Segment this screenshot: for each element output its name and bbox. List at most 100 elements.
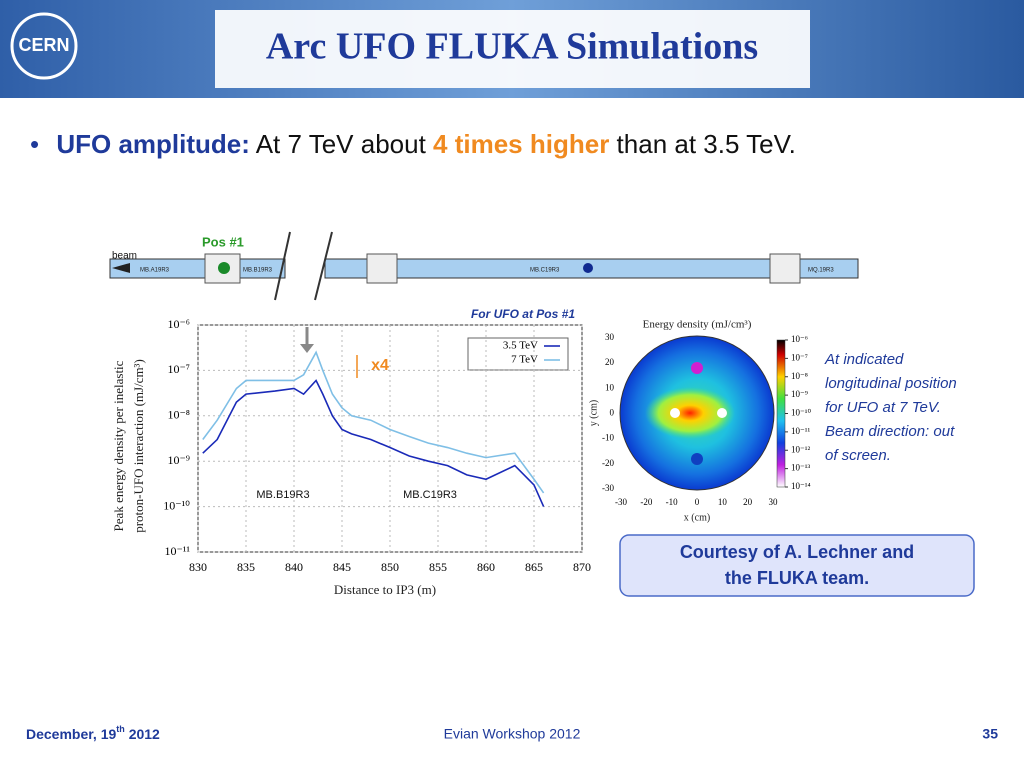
heatmap-y-tick: 10 (605, 382, 615, 392)
y-tick-label: 10⁻⁸ (167, 408, 190, 422)
logo: CERN (18, 35, 69, 55)
x-tick-label: 855 (429, 560, 447, 574)
colorbar-tick-label: 10⁻⁶ (791, 334, 808, 344)
y-tick-label: 10⁻⁶ (167, 317, 190, 331)
element-label: MQ.19R3 (808, 268, 834, 274)
heatmap-title: Energy density (mJ/cm³) (643, 319, 752, 331)
heatmap-spot (670, 408, 680, 418)
x-tick-label: 830 (189, 560, 207, 574)
x-tick-label: 850 (381, 560, 399, 574)
y-tick-label: 10⁻¹¹ (164, 544, 190, 558)
note-line: of screen. (825, 447, 891, 464)
colorbar-tick-label: 10⁻⁸ (791, 371, 808, 381)
heatmap-core (645, 387, 735, 439)
courtesy: Courtesy of A. Lechner and the FLUKA team… (680, 542, 914, 588)
x-tick-label: 845 (333, 560, 351, 574)
colorbar-tick-label: 10⁻¹⁴ (791, 481, 811, 491)
heatmap-spot (717, 408, 727, 418)
bullet-label: UFO amplitude: (56, 129, 250, 159)
colorbar-tick-label: 10⁻¹⁰ (791, 408, 811, 418)
heatmap-y-tick: -20 (602, 458, 614, 468)
x-axis-title: Distance to IP3 (m) (334, 582, 436, 597)
element-label: MB.B19R3 (243, 268, 273, 274)
annotation: MB.B19R3 (256, 489, 309, 501)
heatmap-x-tick: 10 (718, 497, 728, 507)
note-line: At indicated (824, 351, 904, 368)
courtesy-box (619, 534, 975, 597)
beam-pipe (109, 258, 286, 279)
date-year: 2012 (129, 726, 160, 742)
legend-label: 3.5 TeV (503, 340, 538, 352)
note: At indicated longitudinal position for UFO… (824, 351, 957, 464)
footer-date: December, 19th 2012 (26, 721, 160, 742)
heatmap-y-tick: 30 (605, 332, 615, 342)
note-line: for UFO at 7 TeV. (825, 399, 941, 416)
colorbar-tick-label: 10⁻¹² (791, 444, 810, 454)
y-axis-title: proton-UFO interaction (mJ/cm³) (131, 359, 146, 533)
heatmap-y-tick: 20 (605, 357, 615, 367)
heatmap-y-tick: -30 (602, 483, 614, 493)
x-tick-label: 860 (477, 560, 495, 574)
legend-box (467, 337, 569, 371)
y-tick-label: 10⁻⁹ (167, 453, 190, 467)
bullet-highlight: 4 times higher (433, 129, 609, 159)
colorbar (776, 339, 786, 488)
element-label: MB.A19R3 (140, 268, 170, 274)
page-number: 35 (982, 726, 998, 742)
pos-marker (583, 263, 593, 273)
heatmap-x-tick: -20 (640, 497, 652, 507)
pos-label: Pos #1 (202, 234, 244, 249)
heatmap-y-tick: -10 (602, 433, 614, 443)
pos-marker (218, 262, 230, 274)
slide-title: Arc UFO FLUKA Simulations (266, 26, 758, 68)
heatmap-spot (691, 453, 703, 465)
element-label: MB.C19R3 (530, 268, 560, 274)
heatmap-x-tick: 20 (743, 497, 753, 507)
note-line: Beam direction: out (825, 423, 955, 440)
heatmap-spot (691, 362, 703, 374)
beamline: Pos #1 beam (109, 231, 859, 301)
series-line (202, 350, 545, 494)
colorbar-tick-label: 10⁻¹³ (791, 463, 810, 473)
bullet-text: than at 3.5 TeV. (617, 129, 796, 159)
note-line: longitudinal position (825, 375, 957, 392)
heatmap-x-tick: -10 (666, 497, 678, 507)
break (314, 231, 333, 301)
y-axis-title: Peak energy density per inelastic (111, 360, 126, 531)
legend-label: 7 TeV (511, 354, 538, 366)
date: December, 19 (26, 726, 116, 742)
bullet-line: • UFO amplitude: At 7 TeV about 4 times … (30, 129, 796, 159)
heatmap-y-tick: 0 (610, 408, 615, 418)
date-suffix: th (116, 724, 125, 734)
bullet-text: At 7 TeV about (256, 129, 427, 159)
x-tick-label: 870 (573, 560, 591, 574)
magnet-end (769, 253, 801, 284)
heatmap-x-title: x (cm) (684, 512, 710, 523)
logo-ring (10, 12, 78, 80)
heatmap-x-tick: 30 (769, 497, 779, 507)
courtesy-line: Courtesy of A. Lechner and (680, 542, 914, 562)
x-tick-label: 865 (525, 560, 543, 574)
heatmap-x-tick: 0 (695, 497, 700, 507)
title-backdrop (215, 10, 810, 88)
pointer-arrow-head (300, 344, 314, 353)
colorbar-tick-label: 10⁻⁹ (791, 389, 808, 399)
annotation: MB.C19R3 (403, 489, 457, 501)
colorbar-tick-label: 10⁻¹¹ (791, 426, 810, 436)
series-line (202, 379, 545, 507)
chart-caption: For UFO at Pos #1 (471, 307, 575, 321)
y-tick-label: 10⁻¹⁰ (163, 498, 190, 512)
x-tick-label: 840 (285, 560, 303, 574)
footer-event: Evian Workshop 2012 (444, 726, 581, 742)
heatmap-x-tick: -30 (615, 497, 627, 507)
annotation: x4 (371, 357, 389, 374)
beam-arrow (112, 263, 130, 273)
courtesy-line: the FLUKA team. (725, 568, 869, 588)
y-tick-label: 10⁻⁷ (167, 362, 190, 376)
x-tick-label: 835 (237, 560, 255, 574)
beam-label: beam (112, 251, 137, 262)
heatmap-y-title: y (cm) (588, 400, 599, 426)
bullet-dot: • (30, 129, 39, 159)
break (274, 231, 291, 301)
